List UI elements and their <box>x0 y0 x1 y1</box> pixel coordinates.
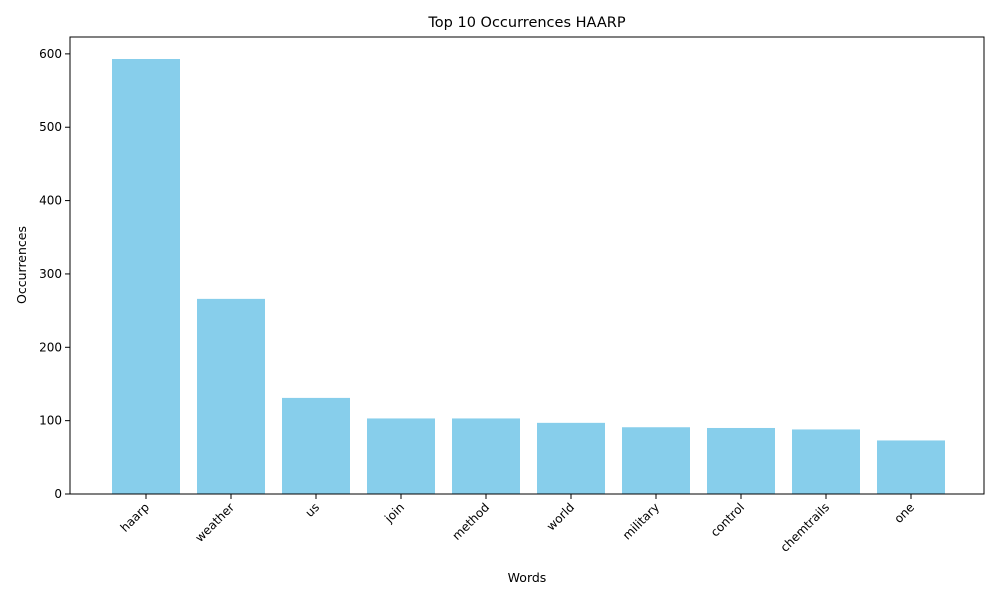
chart-title: Top 10 Occurrences HAARP <box>427 15 625 31</box>
bar-haarp <box>112 59 180 495</box>
x-tick-label-chemtrails: chemtrails <box>778 500 833 555</box>
x-tick-label-control: control <box>708 500 747 539</box>
x-tick-label-military: military <box>620 500 662 542</box>
x-tick-label-join: join <box>381 500 407 526</box>
x-tick-label-haarp: haarp <box>118 500 153 535</box>
x-tick-label-world: world <box>544 500 577 533</box>
x-tick-label-weather: weather <box>192 500 237 545</box>
bar-chemtrails <box>792 429 860 494</box>
x-axis-label: Words <box>508 570 547 585</box>
x-tick-label-us: us <box>302 500 322 520</box>
y-tick-label-400: 400 <box>39 194 62 208</box>
x-tick-label-one: one <box>891 500 917 526</box>
x-axis: haarp weather us join method world military con… <box>118 494 917 555</box>
bar-join <box>367 418 435 494</box>
bars-layer <box>112 59 945 495</box>
y-tick-label-600: 600 <box>39 47 62 61</box>
bar-weather <box>197 298 265 494</box>
bar-control <box>707 427 775 494</box>
x-tick-label-method: method <box>449 500 492 543</box>
bar-us <box>282 397 350 494</box>
y-tick-label-200: 200 <box>39 340 62 354</box>
y-tick-label-0: 0 <box>54 487 62 501</box>
y-tick-label-500: 500 <box>39 120 62 134</box>
y-axis-label: Occurrences <box>14 226 29 304</box>
y-tick-label-300: 300 <box>39 267 62 281</box>
bar-military <box>622 427 690 494</box>
bar-world <box>537 422 605 494</box>
plot-frame <box>69 36 985 495</box>
y-tick-label-100: 100 <box>39 414 62 428</box>
bar-one <box>877 440 945 494</box>
y-axis: 0 100 200 300 400 500 600 <box>39 47 70 501</box>
bar-method <box>452 418 520 494</box>
